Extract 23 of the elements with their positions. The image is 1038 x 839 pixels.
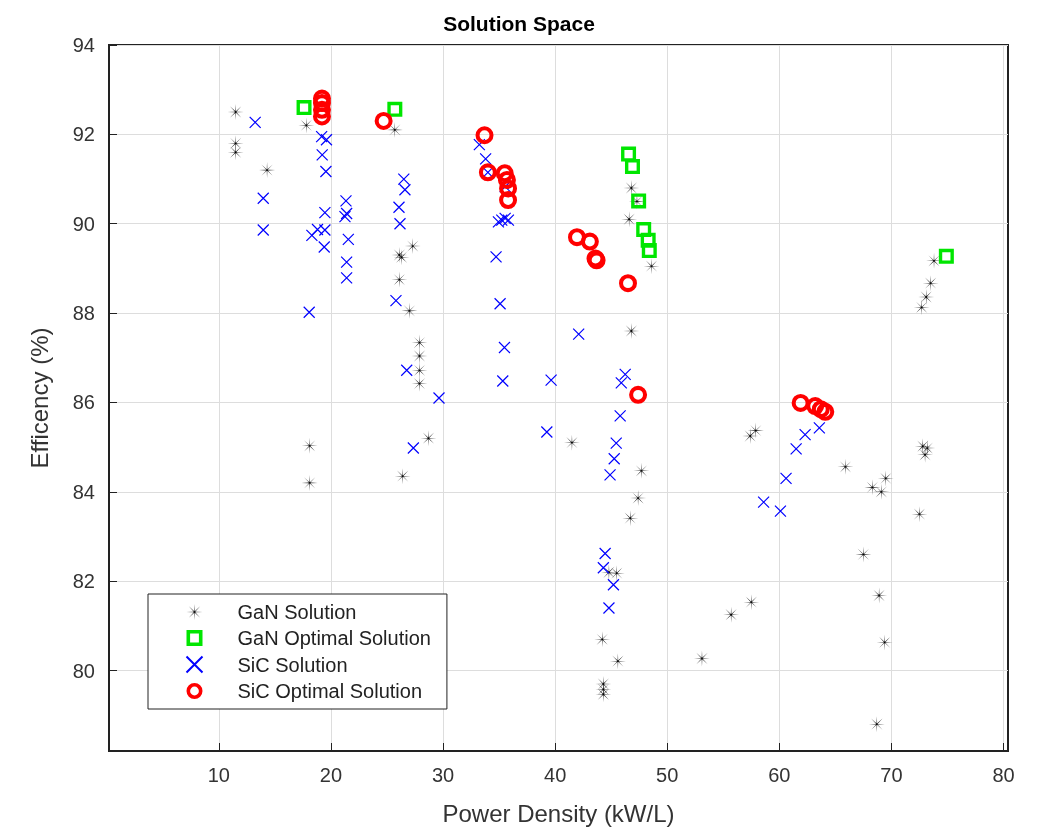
- y-tick-label: 94: [72, 34, 95, 56]
- x-tick-label: 10: [207, 764, 230, 786]
- x-tick-label: 30: [431, 764, 455, 786]
- y-tick-label: 86: [72, 391, 95, 414]
- x-tick-label: 80: [992, 764, 1015, 786]
- x-tick-label: 50: [656, 764, 679, 786]
- legend-label: SiC Solution: [237, 653, 348, 676]
- x-tick-label: 40: [544, 764, 567, 786]
- x-tick-label: 20: [319, 764, 343, 786]
- x-axis-title: Power Density (kW/L): [442, 799, 675, 827]
- legend-label: GaN Optimal Solution: [237, 627, 431, 649]
- y-tick-label: 80: [72, 659, 95, 682]
- y-tick-label: 82: [72, 570, 95, 593]
- y-tick-label: 88: [72, 302, 95, 325]
- x-tick-label: 70: [880, 764, 903, 786]
- y-tick-label: 84: [72, 480, 95, 503]
- chart-title: Solution Space: [443, 12, 595, 35]
- y-tick-label: 92: [72, 123, 95, 146]
- legend-label: SiC Optimal Solution: [237, 680, 423, 702]
- legend-label: GaN Solution: [237, 601, 357, 623]
- x-tick-label: 60: [768, 764, 791, 786]
- y-axis-title: Efficency (%): [25, 327, 53, 469]
- y-tick-label: 90: [72, 212, 95, 235]
